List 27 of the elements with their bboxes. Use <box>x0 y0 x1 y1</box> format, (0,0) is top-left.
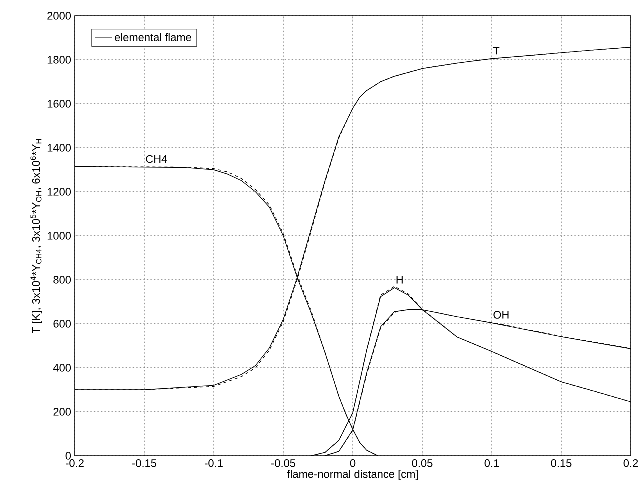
y-tick-label: 600 <box>54 320 72 328</box>
x-tick-label: 0.15 <box>551 460 572 468</box>
y-tick-label: 1600 <box>48 100 72 108</box>
y-tick-label: 200 <box>54 408 72 416</box>
x-tick-label: 0.1 <box>484 460 500 468</box>
x-tick-label: -0.05 <box>272 460 296 468</box>
x-tick-label: 0 <box>350 460 356 468</box>
legend-label: elemental flame <box>115 33 192 42</box>
y-tick-label: 800 <box>54 276 72 284</box>
annotation: OH <box>494 311 509 319</box>
x-tick-label: -0.1 <box>205 460 223 468</box>
y-tick-label: 1400 <box>48 144 72 152</box>
y-tick-label: 2000 <box>48 12 72 20</box>
x-tick-label: -0.2 <box>66 460 84 468</box>
x-axis-title: flame-normal distance [cm] <box>287 470 418 480</box>
text: T [K], 3x10$^{4}$*Y$_{CH4}$, 3x10$^{5}$*Y$_{OH}$, 6x10$^{6}$*Y$_{H}$ <box>30 139 42 334</box>
annotation: H <box>396 276 403 284</box>
annotation: CH4 <box>146 155 168 164</box>
y-tick-label: 1000 <box>48 232 72 240</box>
y-tick-label: 1200 <box>48 188 72 196</box>
annotation: T <box>493 47 500 55</box>
y-tick-label: 400 <box>53 364 72 372</box>
x-tick-label: -0.15 <box>132 460 157 468</box>
x-tick-label: 0.05 <box>412 460 433 468</box>
y-tick-label: 0 <box>66 452 72 460</box>
x-tick-label: 0.2 <box>624 460 638 468</box>
y-tick-label: 1800 <box>48 56 72 64</box>
